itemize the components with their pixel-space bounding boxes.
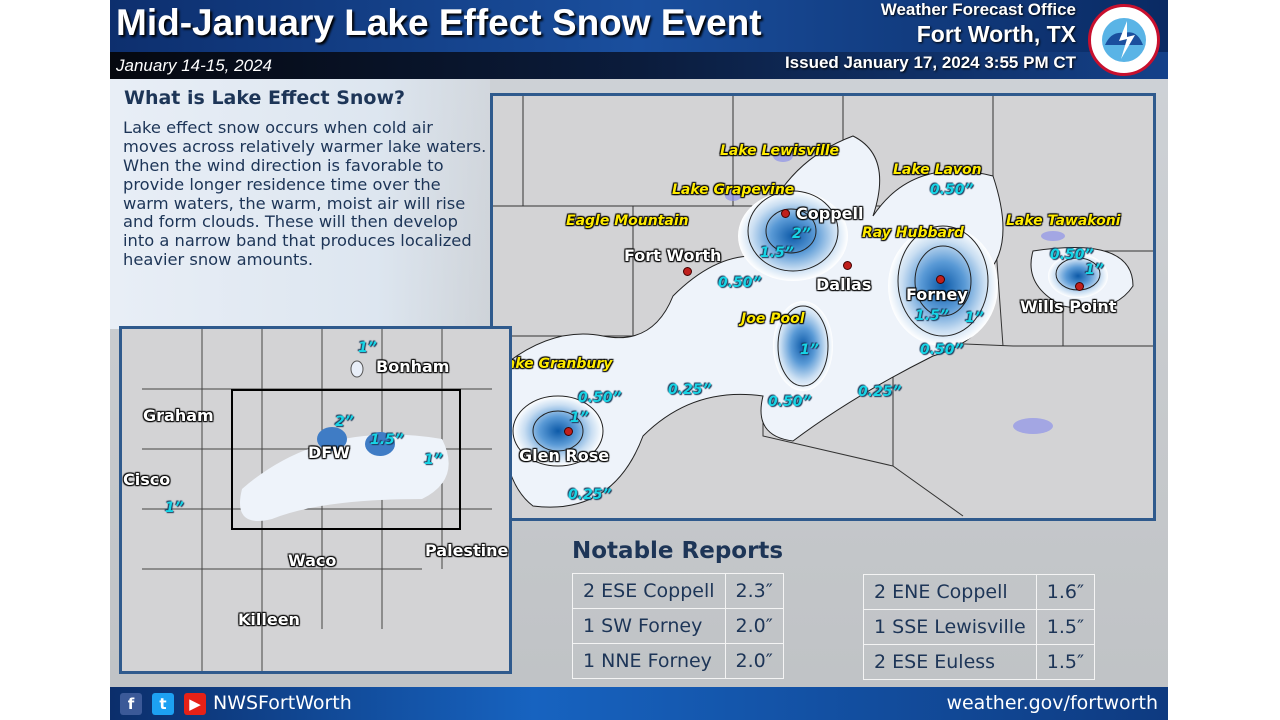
report-amount: 2.0″ <box>724 608 784 644</box>
city-label: Cisco <box>123 470 171 489</box>
report-location: 1 NNE Forney <box>572 643 726 679</box>
contour-label: 1.5” <box>760 245 794 261</box>
lake-label: Joe Pool <box>741 311 805 327</box>
youtube-icon[interactable]: ▶ <box>184 693 206 715</box>
report-row: 1 NNE Forney 2.0″ <box>572 643 784 679</box>
city-label: Fort Worth <box>624 246 722 265</box>
report-location: 1 SSE Lewisville <box>863 609 1037 645</box>
main-snowfall-map: Lake Lewisville Lake Grapevine Eagle Mount… <box>490 93 1156 521</box>
snow-contours <box>512 190 1101 467</box>
contour-label: 2” <box>792 226 811 242</box>
graphic: Mid-January Lake Effect Snow Event Janua… <box>110 0 1168 720</box>
contour-label: 0.25” <box>858 384 902 400</box>
report-row: 1 SSE Lewisville 1.5″ <box>863 609 1096 645</box>
report-row: 2 ESE Euless 1.5″ <box>863 644 1096 680</box>
report-amount: 1.5″ <box>1035 644 1096 680</box>
report-location: 2 ESE Coppell <box>572 573 726 609</box>
contour-label: 1” <box>358 340 377 356</box>
city-marker <box>683 267 692 276</box>
contour-label: 0.50” <box>930 182 974 198</box>
contour-label: 0.50” <box>1050 247 1094 263</box>
explainer-panel <box>110 79 490 329</box>
explainer-text: Lake effect snow occurs when cold air mo… <box>123 118 487 270</box>
city-label: Dallas <box>816 275 872 294</box>
city-label: Waco <box>288 551 337 570</box>
lake-label: Lake Grapevine <box>672 182 795 198</box>
city-marker <box>843 261 852 270</box>
contour-label: 0.50” <box>920 342 964 358</box>
contour-label: 2” <box>335 414 354 430</box>
lake-label: Lake Tawakoni <box>1006 213 1121 229</box>
contour-label: 0.50” <box>718 275 762 291</box>
lake-label: Lake Lewisville <box>720 143 840 159</box>
report-amount: 2.3″ <box>724 573 784 609</box>
twitter-icon[interactable]: t <box>152 693 174 715</box>
main-map-graphics <box>493 96 1153 517</box>
office-location: Fort Worth, TX <box>916 21 1076 47</box>
lake-label: Eagle Mountain <box>566 213 689 229</box>
contour-label: 1.5” <box>370 432 404 448</box>
report-location: 1 SW Forney <box>572 608 726 644</box>
city-label: Wills Point <box>1020 297 1117 316</box>
report-row: 1 SW Forney 2.0″ <box>572 608 784 644</box>
report-row: 2 ENE Coppell 1.6″ <box>863 574 1096 610</box>
city-marker <box>781 209 790 218</box>
city-label: Forney <box>906 285 968 304</box>
footer-bar <box>110 687 1168 720</box>
lake-label: Lake Granbury <box>497 356 613 372</box>
contour-label: 1” <box>965 310 984 326</box>
social-handle[interactable]: NWSFortWorth <box>213 692 352 714</box>
report-row: 2 ESE Coppell 2.3″ <box>572 573 784 609</box>
report-amount: 2.0″ <box>724 643 784 679</box>
city-marker <box>564 427 573 436</box>
city-label: DFW <box>308 443 350 462</box>
issued-time: Issued January 17, 2024 3:55 PM CT <box>784 53 1076 72</box>
city-label: Bonham <box>376 357 450 376</box>
report-amount: 1.6″ <box>1035 574 1096 610</box>
city-label: Graham <box>143 406 214 425</box>
contour-label: 0.50” <box>578 390 622 406</box>
contour-label: 1” <box>570 410 589 426</box>
contour-label: 1.5” <box>915 308 949 324</box>
lake-label: Ray Hubbard <box>862 225 964 241</box>
reports-heading: Notable Reports <box>572 538 784 564</box>
page-title: Mid-January Lake Effect Snow Event <box>116 2 762 43</box>
report-location: 2 ENE Coppell <box>863 574 1037 610</box>
reports-table-left: 2 ESE Coppell 2.3″ 1 SW Forney 2.0″ 1 NNE Fo… <box>572 573 784 679</box>
contour-label: 0.25” <box>668 382 712 398</box>
office-label: Weather Forecast Office <box>880 0 1076 19</box>
facebook-icon[interactable]: f <box>120 693 142 715</box>
inset-map-graphics <box>142 329 492 671</box>
event-date: January 14-15, 2024 <box>116 56 272 75</box>
city-label: Glen Rose <box>519 446 610 465</box>
report-amount: 1.5″ <box>1035 609 1096 645</box>
contour-label: 1” <box>165 500 184 516</box>
contour-label: 1” <box>424 452 443 468</box>
contour-label: 0.25” <box>568 487 612 503</box>
report-location: 2 ESE Euless <box>863 644 1037 680</box>
header-bar <box>110 0 1168 52</box>
lake-label: Lake Lavon <box>893 162 982 178</box>
contour-label: 1” <box>800 342 819 358</box>
city-label: Coppell <box>796 204 864 223</box>
explainer-heading: What is Lake Effect Snow? <box>124 87 406 109</box>
website-link[interactable]: weather.gov/fortworth <box>946 692 1158 714</box>
city-label: Palestine <box>425 541 509 560</box>
regional-inset-map: Bonham Graham DFW Cisco Waco Palestine Killeen… <box>119 326 512 674</box>
lakes <box>725 150 1065 434</box>
contour-label: 1” <box>1085 262 1104 278</box>
contour-label: 0.50” <box>768 394 812 410</box>
city-marker <box>936 275 945 284</box>
nws-logo <box>1088 4 1160 76</box>
city-label: Killeen <box>238 610 300 629</box>
reports-table-right: 2 ENE Coppell 1.6″ 1 SSE Lewisville 1.5″ 2 E… <box>863 574 1096 680</box>
zoom-area-box <box>231 389 461 530</box>
date-bar <box>110 52 1168 79</box>
city-marker <box>1075 282 1084 291</box>
